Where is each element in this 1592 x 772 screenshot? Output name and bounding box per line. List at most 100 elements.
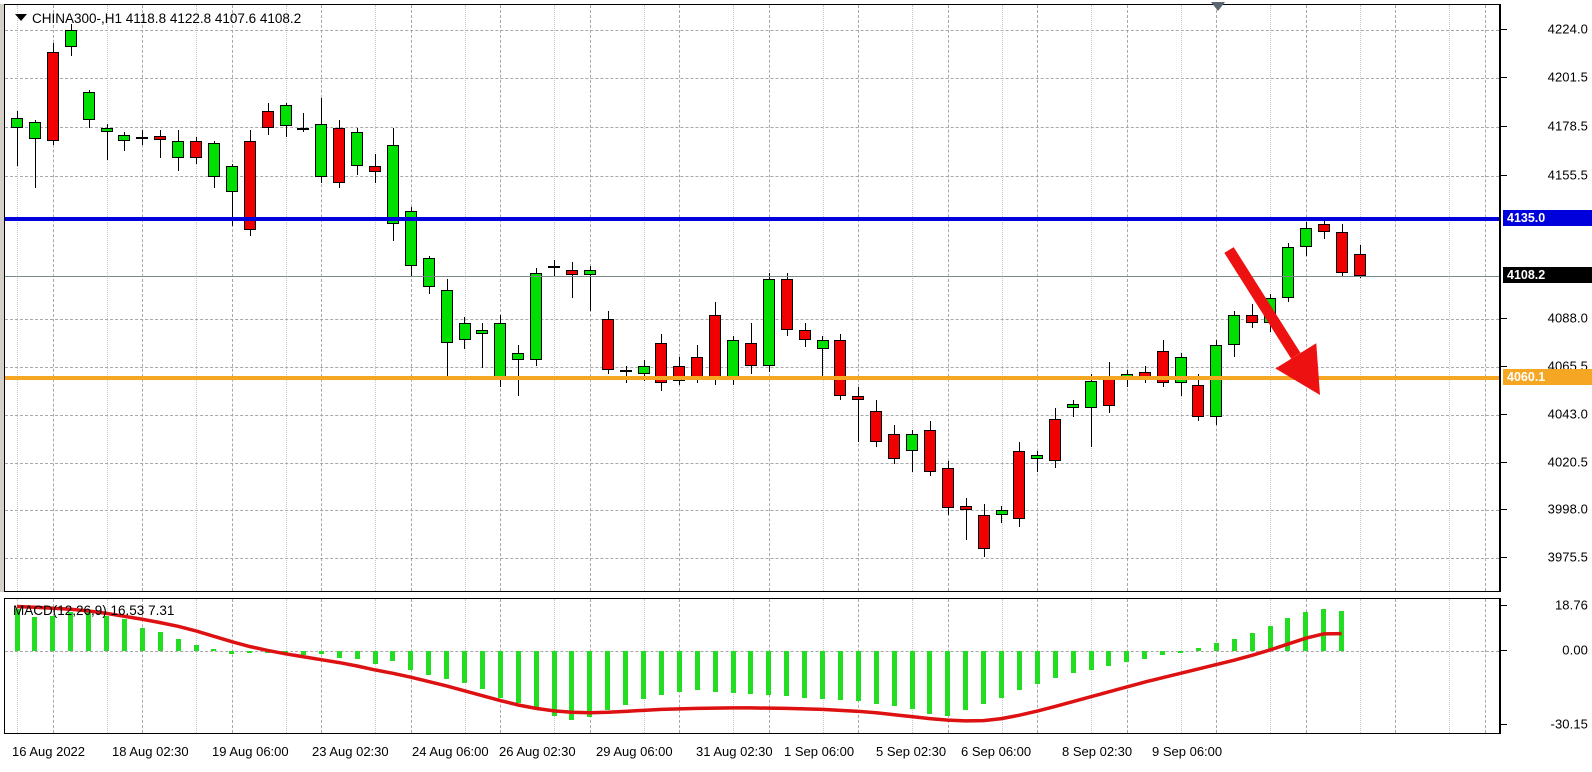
price-gridline-vertical xyxy=(643,5,645,591)
macd-histogram-bar xyxy=(497,651,503,698)
macd-axis-label: 0.00 xyxy=(1562,642,1588,658)
time-axis[interactable]: 16 Aug 2022 18 Aug 02:30 19 Aug 06:00 23 Au… xyxy=(4,738,1592,772)
candle-body-bearish xyxy=(333,128,346,184)
candle-wick xyxy=(107,123,108,160)
candle-wick xyxy=(590,266,591,311)
macd-histogram-bar xyxy=(569,651,575,720)
candle-body-bullish xyxy=(1085,380,1097,409)
candle-body-bearish xyxy=(601,319,614,371)
price-gridline-vertical xyxy=(1395,5,1397,591)
candle-body-bearish xyxy=(1317,223,1330,233)
price-gridline-vertical xyxy=(822,5,824,591)
price-chart-pane[interactable]: CHINA300-,H1 4118.8 4122.8 4107.6 4108.2 xyxy=(4,4,1500,592)
price-tag-last-price[interactable]: 4108.2 xyxy=(1503,267,1592,284)
price-axis-scale[interactable]: 4224.0 4201.5 4178.5 4155.5 4135.0 4108.2 4088… xyxy=(1500,4,1592,592)
candle-body-bullish xyxy=(583,270,596,275)
macd-histogram-bar xyxy=(658,651,664,696)
candle-body-bullish xyxy=(64,30,77,48)
candle-wick xyxy=(1091,374,1092,447)
candle-body-bullish xyxy=(637,365,650,375)
macd-gridline-vertical xyxy=(1359,599,1361,733)
price-gridline xyxy=(5,367,1499,368)
time-axis-label: 19 Aug 06:00 xyxy=(212,744,289,759)
candle-wick xyxy=(966,497,967,541)
price-tag-resistance[interactable]: 4135.0 xyxy=(1503,210,1592,227)
candle-body-bullish xyxy=(816,340,829,349)
candle-body-bullish xyxy=(440,289,453,343)
macd-histogram-bar xyxy=(605,651,611,710)
level-line-last-price[interactable] xyxy=(5,276,1499,278)
macd-histogram-bar xyxy=(748,651,754,694)
price-gridline xyxy=(5,78,1499,80)
candle-body-bullish xyxy=(1067,404,1080,409)
macd-gridline-vertical xyxy=(1395,599,1397,733)
macd-histogram-bar xyxy=(408,651,414,670)
macd-axis-tick xyxy=(1501,650,1507,652)
candle-wick xyxy=(35,119,36,188)
price-gridline xyxy=(5,462,1499,464)
candle-body-bearish xyxy=(1192,385,1205,417)
price-gridline xyxy=(5,414,1499,416)
candle-body-bearish xyxy=(46,51,59,141)
left-edge-strip xyxy=(0,4,4,592)
macd-gridline-vertical xyxy=(321,599,323,733)
macd-axis-scale[interactable]: 18.76 0.00 -30.15 xyxy=(1500,597,1592,734)
price-axis-label: 3998.0 xyxy=(1547,501,1588,517)
candle-body-bullish xyxy=(494,323,507,377)
price-gridline-vertical xyxy=(1449,5,1450,591)
price-axis-label: 4178.5 xyxy=(1547,118,1588,134)
triangle-down-marker-icon[interactable] xyxy=(1211,2,1225,11)
time-axis-label: 5 Sep 02:30 xyxy=(876,744,947,759)
candle-body-bullish xyxy=(1228,314,1241,345)
candle-wick xyxy=(124,132,125,152)
candle-body-bearish xyxy=(1335,232,1348,273)
price-axis-tick xyxy=(1501,461,1507,463)
macd-gridline-vertical xyxy=(142,599,144,733)
candle-body-bullish xyxy=(100,128,113,133)
candle-wick xyxy=(822,336,823,379)
time-axis-label: 31 Aug 02:30 xyxy=(696,744,773,759)
price-tag-support[interactable]: 4060.1 xyxy=(1503,369,1592,386)
macd-gridline-vertical xyxy=(375,599,376,733)
arrow-shaft xyxy=(1224,247,1301,359)
macd-histogram-bar xyxy=(1303,612,1309,652)
level-line-resistance[interactable] xyxy=(5,217,1499,222)
price-axis-tick xyxy=(1501,366,1507,367)
macd-histogram-bar xyxy=(1267,625,1273,652)
price-gridline xyxy=(5,30,1499,32)
candle-body-bullish xyxy=(530,272,543,360)
macd-gridline-vertical xyxy=(1484,599,1486,733)
price-gridline-vertical xyxy=(1001,5,1003,591)
annotation-arrow-layer xyxy=(1224,247,1320,395)
price-axis-tick xyxy=(1501,29,1507,31)
macd-histogram-bar xyxy=(1339,611,1345,652)
candle-body-bearish xyxy=(888,433,901,460)
macd-histogram-bar xyxy=(265,651,271,654)
candle-body-bearish xyxy=(780,278,793,330)
price-gridline-vertical xyxy=(1091,5,1092,591)
macd-histogram-bar xyxy=(1321,608,1327,652)
price-gridline-vertical xyxy=(1216,5,1218,591)
time-axis-label: 16 Aug 2022 xyxy=(12,744,86,759)
candle-body-bearish xyxy=(959,506,972,511)
candle-body-bearish xyxy=(852,395,865,400)
macd-histogram-bar xyxy=(1285,618,1291,652)
price-gridline-vertical xyxy=(912,5,913,591)
candle-body-bearish xyxy=(941,467,954,509)
macd-histogram-bar xyxy=(426,651,432,675)
macd-indicator-pane[interactable]: MACD(12,26,9) 16.53 7.31 xyxy=(4,598,1500,734)
macd-histogram-bar xyxy=(784,651,790,697)
candle-body-bearish xyxy=(923,429,936,473)
price-gridline-vertical xyxy=(1305,5,1307,591)
macd-histogram-bar xyxy=(14,609,20,652)
arrow-head xyxy=(1275,343,1320,395)
triangle-down-icon[interactable] xyxy=(15,14,27,21)
macd-histogram-bar xyxy=(229,651,235,655)
candle-body-bearish xyxy=(565,270,578,275)
macd-histogram-bar xyxy=(533,651,539,709)
price-axis-tick xyxy=(1501,413,1507,415)
level-line-support[interactable] xyxy=(5,376,1499,381)
price-gridline-vertical xyxy=(500,5,502,591)
macd-histogram-bar xyxy=(909,651,915,709)
